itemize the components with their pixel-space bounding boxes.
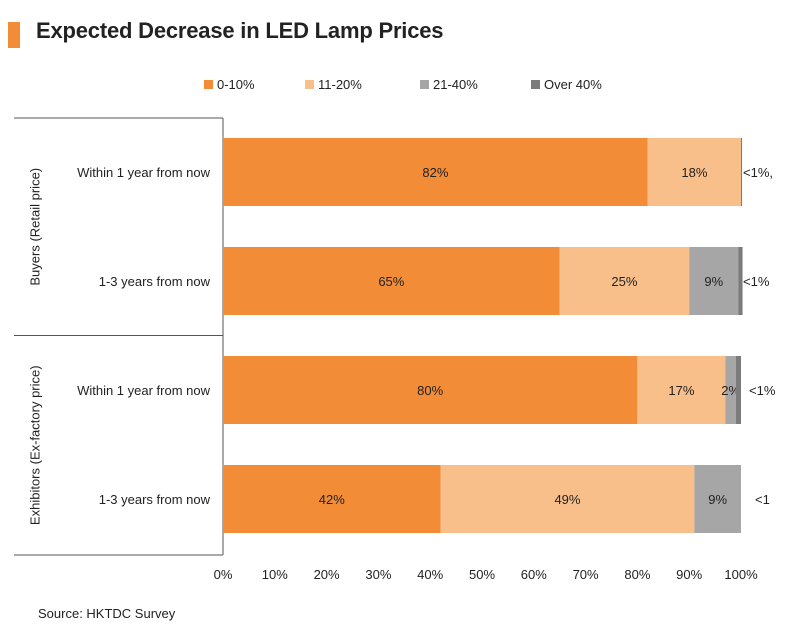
x-tick-label: 60% — [521, 567, 547, 582]
data-label: 9% — [704, 274, 723, 289]
legend-swatch — [420, 80, 429, 89]
category-labels: Within 1 year from now 1-3 years from now… — [77, 165, 211, 507]
bar-segment — [223, 138, 648, 206]
group-label: Exhibitors (Ex-factory price) — [27, 365, 42, 525]
bar-segment — [738, 247, 743, 315]
bar-segment — [647, 138, 741, 206]
bar-segment — [223, 247, 560, 315]
title-accent-bar — [8, 22, 20, 48]
category-label: 1-3 years from now — [99, 274, 211, 289]
data-label: 82% — [422, 165, 448, 180]
x-tick-label: 80% — [624, 567, 650, 582]
data-label: 18% — [681, 165, 707, 180]
x-tick-label: 50% — [469, 567, 495, 582]
bar-segment — [223, 465, 441, 533]
x-tick-label: 90% — [676, 567, 702, 582]
end-label: <1 — [755, 492, 770, 507]
page-title: Expected Decrease in LED Lamp Prices — [36, 18, 444, 43]
bar-segment — [637, 356, 726, 424]
legend-label: 0-10% — [217, 77, 255, 92]
x-axis-ticks: 0% 10% 20% 30% 40% 50% 60% 70% 80% 90% 100% — [214, 567, 758, 582]
category-label: Within 1 year from now — [77, 383, 211, 398]
data-label: 49% — [554, 492, 580, 507]
x-tick-label: 40% — [417, 567, 443, 582]
data-label: 17% — [668, 383, 694, 398]
group-label: Buyers (Retail price) — [27, 168, 42, 286]
data-label: 2% — [721, 383, 740, 398]
bar-segment — [559, 247, 690, 315]
data-label: 25% — [611, 274, 637, 289]
chart-frame: Buyers (Retail price) Exhibitors (Ex-fact… — [14, 117, 224, 556]
legend-swatch — [531, 80, 540, 89]
bar-segment — [694, 465, 741, 533]
x-tick-label: 20% — [314, 567, 340, 582]
source-note: Source: HKTDC Survey — [38, 606, 176, 621]
legend-label: Over 40% — [544, 77, 602, 92]
bar-segment — [741, 138, 743, 206]
legend: 0-10% 11-20% 21-40% Over 40% — [204, 77, 602, 92]
x-tick-label: 10% — [262, 567, 288, 582]
end-label: <1% — [743, 274, 770, 289]
bar-segment — [735, 356, 741, 424]
bars: 82% 18% <1%, 65% 25% 9% <1% 80% 17% 2% <1% 42% 49% 9%… — [223, 138, 776, 533]
data-label: 65% — [378, 274, 404, 289]
end-label: <1% — [749, 383, 776, 398]
legend-swatch — [305, 80, 314, 89]
stacked-bar-chart: 0-10% 11-20% 21-40% Over 40% Buyers (Retail… — [14, 77, 776, 582]
x-tick-label: 100% — [724, 567, 758, 582]
category-label: 1-3 years from now — [99, 492, 211, 507]
end-label: <1%, — [743, 165, 773, 180]
legend-swatch — [204, 80, 213, 89]
x-tick-label: 0% — [214, 567, 233, 582]
data-label: 42% — [319, 492, 345, 507]
bar-segment — [725, 356, 736, 424]
x-tick-label: 70% — [573, 567, 599, 582]
category-label: Within 1 year from now — [77, 165, 211, 180]
data-label: 9% — [708, 492, 727, 507]
bar-segment — [689, 247, 739, 315]
x-tick-label: 30% — [365, 567, 391, 582]
data-label: 80% — [417, 383, 443, 398]
legend-label: 21-40% — [433, 77, 478, 92]
bar-segment — [440, 465, 695, 533]
bar-segment — [223, 356, 638, 424]
legend-label: 11-20% — [318, 77, 362, 92]
